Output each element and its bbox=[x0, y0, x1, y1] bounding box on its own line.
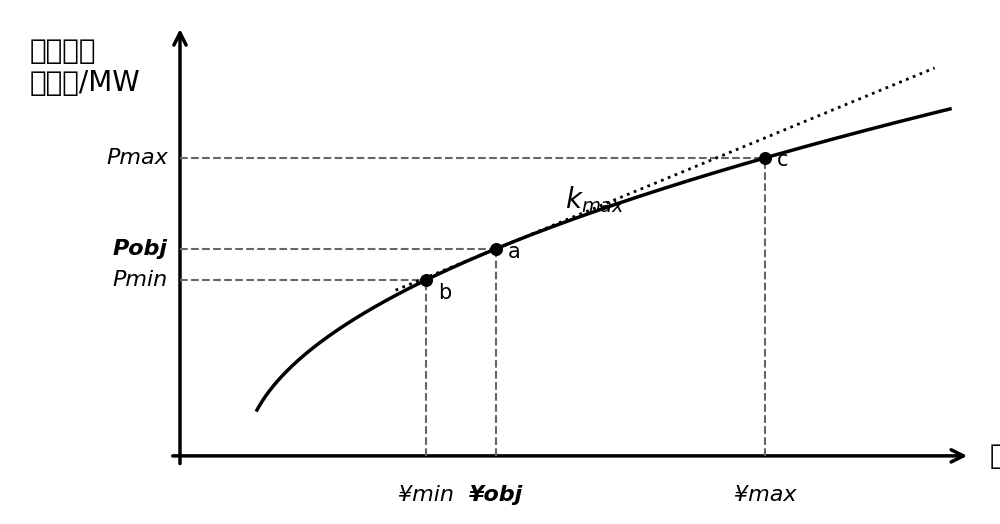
Text: 投资概算/万元: 投资概算/万元 bbox=[990, 442, 1000, 470]
Text: Pmin: Pmin bbox=[113, 270, 168, 290]
Text: Pmax: Pmax bbox=[106, 148, 168, 168]
Text: $k_{max}$: $k_{max}$ bbox=[565, 184, 626, 215]
Text: b: b bbox=[438, 283, 452, 303]
Text: a: a bbox=[508, 242, 520, 261]
Text: Pobj: Pobj bbox=[113, 239, 168, 259]
Text: c: c bbox=[777, 150, 789, 170]
Text: 传输能力
提升量/MW: 传输能力 提升量/MW bbox=[30, 37, 141, 97]
Text: ¥obj: ¥obj bbox=[469, 485, 523, 505]
Text: ¥max: ¥max bbox=[734, 485, 796, 505]
Point bbox=[418, 276, 434, 284]
Point bbox=[488, 245, 504, 253]
Point bbox=[757, 154, 773, 162]
Text: ¥min: ¥min bbox=[398, 485, 454, 505]
